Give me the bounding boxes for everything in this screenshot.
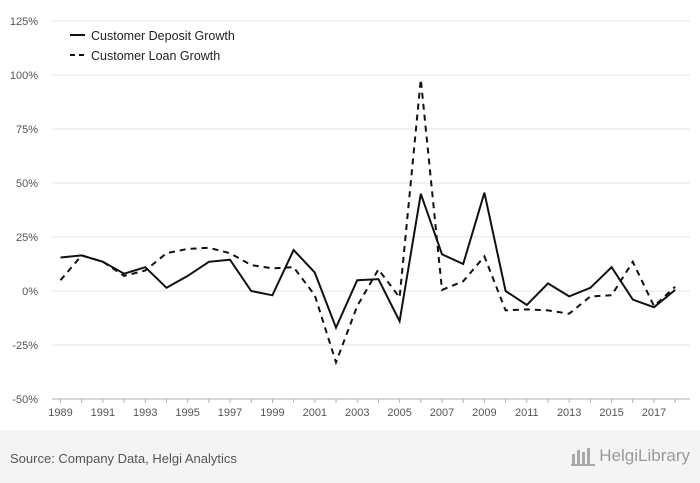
footer-bar: Source: Company Data, Helgi Analytics He… bbox=[0, 430, 700, 483]
x-axis: 1989 1991 1993 1995 1997 1999 2001 2003 2005 2007… bbox=[48, 398, 690, 419]
x-tick-label: 2001 bbox=[303, 407, 327, 419]
line-chart: -50% -25% 0% 25% 50% 75% 100% 125% 1989 1991 1993… bbox=[10, 16, 690, 419]
y-tick-label: 100% bbox=[10, 70, 38, 82]
x-tick-label: 2013 bbox=[557, 407, 581, 419]
series-line-loan-growth bbox=[59, 79, 676, 366]
y-tick-label: -25% bbox=[12, 340, 38, 352]
x-tick-label: 2007 bbox=[430, 407, 454, 419]
source-note: Source: Company Data, Helgi Analytics bbox=[10, 451, 237, 466]
x-tick-label: 2005 bbox=[387, 407, 411, 419]
x-tick-label: 1997 bbox=[218, 407, 242, 419]
brand-name: HelgiLibrary bbox=[599, 446, 690, 465]
x-tick-label: 2011 bbox=[515, 407, 539, 419]
brand-logo: HelgiLibrary bbox=[571, 446, 690, 466]
legend-label-deposit: Customer Deposit Growth bbox=[91, 29, 235, 43]
library-icon bbox=[571, 448, 596, 466]
y-tick-label: 25% bbox=[16, 232, 38, 244]
x-tick-label: 1991 bbox=[91, 407, 115, 419]
series-lines bbox=[59, 79, 676, 366]
x-tick-label: 1995 bbox=[175, 407, 199, 419]
x-tick-label: 1999 bbox=[260, 407, 284, 419]
series-line-deposit-growth bbox=[60, 192, 676, 331]
y-tick-label: -50% bbox=[12, 394, 38, 406]
y-tick-label: 50% bbox=[16, 178, 38, 190]
legend: Customer Deposit Growth Customer Loan Gr… bbox=[70, 29, 235, 63]
x-tick-label: 2009 bbox=[472, 407, 496, 419]
legend-label-loan: Customer Loan Growth bbox=[91, 49, 220, 63]
y-tick-label: 125% bbox=[10, 16, 38, 28]
y-tick-label: 0% bbox=[22, 286, 38, 298]
x-tick-label: 1993 bbox=[133, 407, 157, 419]
y-tick-label: 75% bbox=[16, 124, 38, 136]
x-tick-label: 2015 bbox=[599, 407, 623, 419]
grid-lines: -50% -25% 0% 25% 50% 75% 100% 125% bbox=[10, 16, 690, 406]
x-tick-label: 1989 bbox=[48, 407, 72, 419]
x-tick-label: 2017 bbox=[642, 407, 666, 419]
x-tick-label: 2003 bbox=[345, 407, 369, 419]
